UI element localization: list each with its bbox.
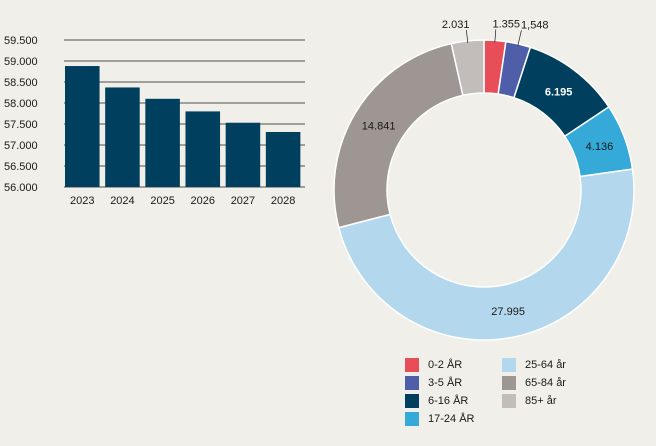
bar <box>65 66 100 187</box>
leader-line <box>494 29 497 43</box>
bar <box>185 111 221 187</box>
y-tick-label: 58.500 <box>4 77 38 89</box>
legend-item-6-16: 6-16 ÅR <box>405 393 468 409</box>
x-tick-label: 2027 <box>231 195 255 207</box>
slice-value-label: 1.355 <box>492 18 520 30</box>
x-tick-label: 2028 <box>271 195 295 207</box>
bar <box>105 87 140 187</box>
donut-slice <box>450 39 485 97</box>
slice-value-label: 1,548 <box>521 19 549 31</box>
legend-label: 6-16 ÅR <box>428 395 469 407</box>
legend-swatch <box>405 358 419 372</box>
y-tick-label: 58.000 <box>4 98 38 110</box>
y-tick-label: 59.000 <box>4 56 38 68</box>
slice-value-label: 2.031 <box>442 19 470 31</box>
legend-label: 17-24 ÅR <box>428 413 475 425</box>
donut-chart: 1.355 1,548 6.195 4.136 27.995 14.841 2.031 <box>333 18 635 341</box>
donut-slice <box>333 42 464 229</box>
x-tick-label: 2024 <box>110 195 134 207</box>
slice-value-label: 6.195 <box>545 87 573 99</box>
bar <box>265 131 301 187</box>
legend-label: 0-2 ÅR <box>428 359 463 371</box>
y-tick-label: 57.500 <box>4 119 38 131</box>
y-tick-label: 59.500 <box>4 35 38 47</box>
x-tick-label: 2025 <box>150 195 174 207</box>
x-tick-label: 2026 <box>191 195 215 207</box>
y-tick-label: 56.000 <box>4 182 38 194</box>
legend-label: 25-64 år <box>525 359 566 371</box>
legend-item-0-2: 0-2 ÅR <box>405 357 462 373</box>
y-tick-label: 56.500 <box>4 161 38 173</box>
legend-label: 65-84 år <box>525 377 566 389</box>
donut-slice <box>337 168 635 341</box>
legend-swatch <box>502 358 516 372</box>
legend-item-3-5: 3-5 ÅR <box>405 375 462 391</box>
x-tick-label: 2023 <box>70 195 94 207</box>
legend-swatch <box>405 412 419 426</box>
legend-swatch <box>502 376 516 390</box>
slice-value-label: 4.136 <box>586 141 614 153</box>
slice-value-label: 14.841 <box>362 121 396 133</box>
legend-item-25-64: 25-64 år <box>502 357 566 373</box>
legend-label: 85+ år <box>525 395 557 407</box>
bar-chart: 56.000 56.500 57.000 57.500 58.000 58.500 59.0… <box>4 35 305 207</box>
leader-line <box>466 29 469 43</box>
legend-item-65-84: 65-84 år <box>502 375 566 391</box>
bar <box>145 98 180 187</box>
bar <box>225 122 261 187</box>
legend-item-85-plus: 85+ år <box>502 393 557 409</box>
leader-line <box>517 30 522 46</box>
legend-swatch <box>405 376 419 390</box>
slice-value-label: 27.995 <box>491 306 525 318</box>
legend-swatch <box>502 394 516 408</box>
y-tick-label: 57.000 <box>4 140 38 152</box>
legend-label: 3-5 ÅR <box>428 377 463 389</box>
legend-item-17-24: 17-24 ÅR <box>405 411 474 427</box>
legend-swatch <box>405 394 419 408</box>
